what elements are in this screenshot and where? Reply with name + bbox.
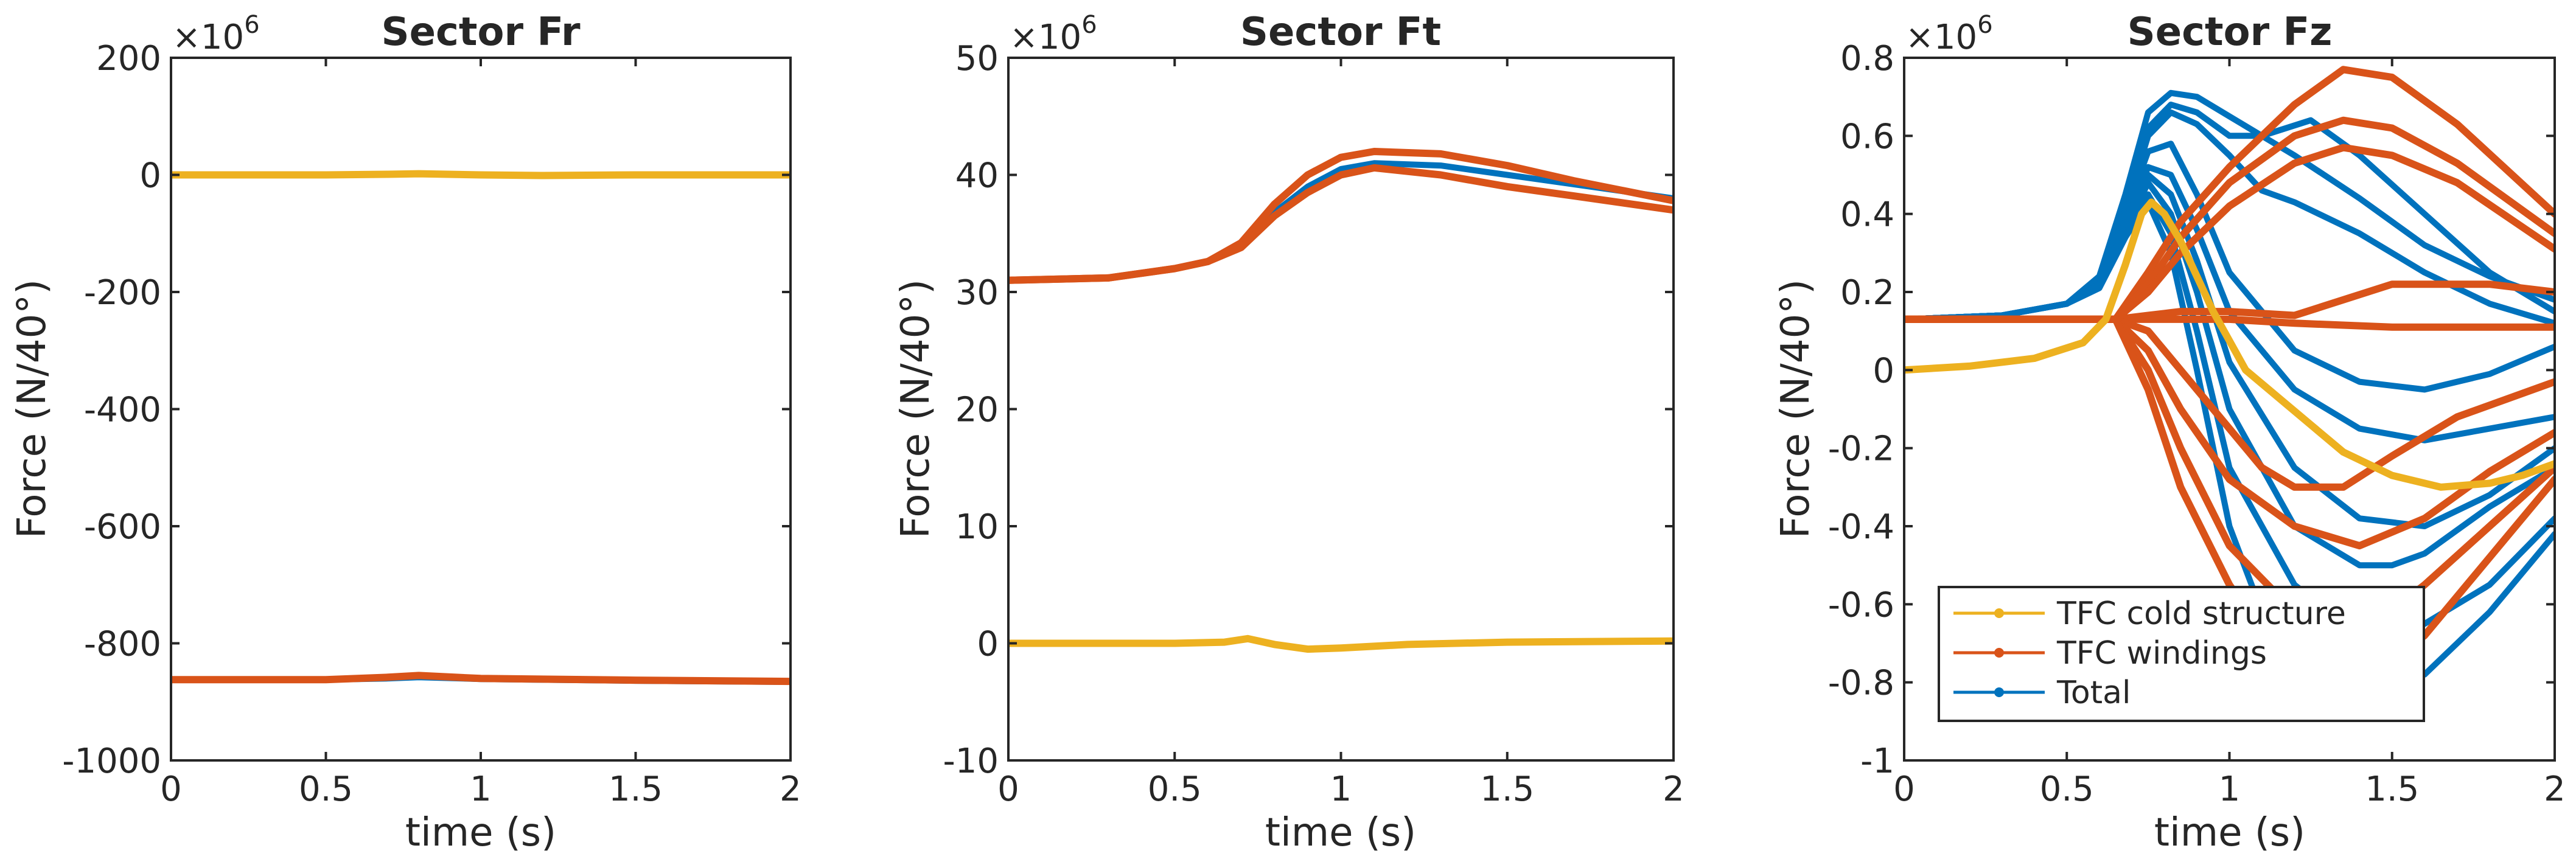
sector-fz-xtick-label: 1.5 <box>2365 770 2419 809</box>
sector-ft-ytick-label: -10 <box>943 742 999 781</box>
sector-ft-exponent-label: ×106 <box>1010 11 1097 57</box>
sector-fz-ytick-label: -0.8 <box>1828 664 1894 703</box>
sector-fr-ytick-label: -1000 <box>62 742 161 781</box>
sector-fr-ytick-label: -600 <box>84 507 161 547</box>
sector-ft-ytick-label: 50 <box>955 39 999 78</box>
sector-fz-cold-line-1 <box>1904 198 2555 491</box>
sector-fr-xtick-label: 0.5 <box>299 770 353 809</box>
sector-ft-ylabel: Force (N/40°) <box>893 279 938 538</box>
sector-fr-ytick-label: -800 <box>84 625 161 664</box>
sector-fr-xtick-label: 2 <box>780 770 801 809</box>
sector-ft-ytick-label: 20 <box>955 391 999 430</box>
legend-marker-cold-structure <box>1994 608 2004 618</box>
sector-fz-ytick-label: -0.6 <box>1828 585 1894 625</box>
legend-marker-total <box>1994 687 2004 697</box>
panel-sector-fz: 0 0.5 1 1.5 2 -1 -0.8 -0.6 -0.4 -0.2 0 0.2 0.4 0.6 0.8… <box>1773 10 2566 855</box>
sector-fz-ytick-label: 0 <box>1873 351 1894 391</box>
sector-fz-ytick-label: -1 <box>1860 742 1894 781</box>
sector-ft-exponent-prefix: ×10 <box>1010 18 1081 57</box>
sector-fz-windings-line-3 <box>1904 144 2555 323</box>
sector-fr-xtick-label: 0 <box>160 770 182 809</box>
sector-fr-tick-marks: 0 0.5 1 1.5 2 -1000 -800 -600 -400 -200 0 200 <box>62 39 801 809</box>
sector-ft-ytick-label: 30 <box>955 273 999 313</box>
sector-fr-windings-line-1 <box>171 672 791 686</box>
sector-ft-title: Sector Ft <box>1240 10 1441 55</box>
sector-fz-xtick-label: 2 <box>2544 770 2566 809</box>
sector-fz-exponent-label: ×106 <box>1905 11 1993 57</box>
panel-sector-fr: 0 0.5 1 1.5 2 -1000 -800 -600 -400 -200 0 200 Secto… <box>10 10 801 855</box>
sector-fz-exponent-prefix: ×10 <box>1905 18 1977 57</box>
sector-ft-xtick-label: 1 <box>1330 770 1352 809</box>
sector-fr-xtick-label: 1 <box>470 770 492 809</box>
legend-label-cold-structure: TFC cold structure <box>2056 596 2346 632</box>
sector-ft-ytick-label: 40 <box>955 156 999 196</box>
sector-ft-xtick-label: 0.5 <box>1148 770 1202 809</box>
sector-fz-xtick-label: 1 <box>2219 770 2241 809</box>
sector-ft-cold-line-1 <box>1008 634 1674 653</box>
sector-ft-xlabel: time (s) <box>1265 810 1416 855</box>
sector-fr-cold-line-1 <box>171 170 791 179</box>
sector-ft-ytick-label: 10 <box>955 507 999 547</box>
sector-fr-exponent-power: 6 <box>244 11 259 39</box>
sector-fz-ytick-label: 0.4 <box>1840 195 1894 235</box>
sector-fr-exponent-label: ×106 <box>172 11 260 57</box>
sector-ft-xtick-label: 1.5 <box>1480 770 1534 809</box>
sector-fr-title: Sector Fr <box>381 10 580 55</box>
sector-fz-xtick-label: 0 <box>1893 770 1915 809</box>
sector-fz-total-line-3 <box>1904 109 2555 327</box>
sector-ft-ytick-label: 0 <box>977 625 999 664</box>
sector-fr-ytick-label: 200 <box>96 39 161 78</box>
sector-fr-xtick-label: 1.5 <box>609 770 663 809</box>
sector-fz-title: Sector Fz <box>2127 10 2333 55</box>
sector-fz-xtick-label: 0.5 <box>2040 770 2094 809</box>
sector-fz-ytick-label: 0.8 <box>1840 39 1894 78</box>
legend-entry-total: Total <box>1953 675 2131 711</box>
sector-ft-exponent-power: 6 <box>1081 11 1097 39</box>
sector-fz-exponent-power: 6 <box>1977 11 1992 39</box>
sector-ft-xtick-label: 2 <box>1663 770 1684 809</box>
sector-fz-xlabel: time (s) <box>2154 810 2305 855</box>
legend-label-total: Total <box>2056 675 2131 711</box>
sector-fz-ytick-label: -0.2 <box>1828 429 1894 469</box>
sector-fz-ytick-label: -0.4 <box>1828 507 1894 547</box>
sector-fz-ytick-label: 0.2 <box>1840 273 1894 313</box>
sector-ft-xtick-label: 0 <box>997 770 1019 809</box>
sector-fr-axes-frame <box>170 57 792 762</box>
legend-entry-cold-structure: TFC cold structure <box>1953 596 2346 632</box>
sector-ft-axes-frame <box>1007 57 1675 762</box>
legend-entry-windings: TFC windings <box>1953 635 2267 672</box>
sector-fz-ylabel: Force (N/40°) <box>1773 279 1818 538</box>
sector-fr-ytick-label: 0 <box>139 156 161 196</box>
sector-ft-windings-line-2 <box>1008 164 1674 284</box>
legend-label-windings: TFC windings <box>2056 635 2267 672</box>
sector-fz-ytick-label: 0.6 <box>1840 117 1894 156</box>
sector-fr-xlabel: time (s) <box>405 810 556 855</box>
sector-fr-plot-lines <box>171 170 791 686</box>
sector-ft-plot-lines <box>1008 148 1674 653</box>
sector-fr-ylabel: Force (N/40°) <box>10 279 55 538</box>
sector-fr-exponent-prefix: ×10 <box>172 18 244 57</box>
sector-fz-tick-marks: 0 0.5 1 1.5 2 -1 -0.8 -0.6 -0.4 -0.2 0 0.2 0.4 0.6 0.8 <box>1828 39 2566 809</box>
legend: TFC cold structure TFC windings Total <box>1938 586 2425 722</box>
sector-fr-ytick-label: -400 <box>84 391 161 430</box>
legend-marker-windings <box>1994 648 2004 658</box>
sector-fr-ytick-label: -200 <box>84 273 161 313</box>
